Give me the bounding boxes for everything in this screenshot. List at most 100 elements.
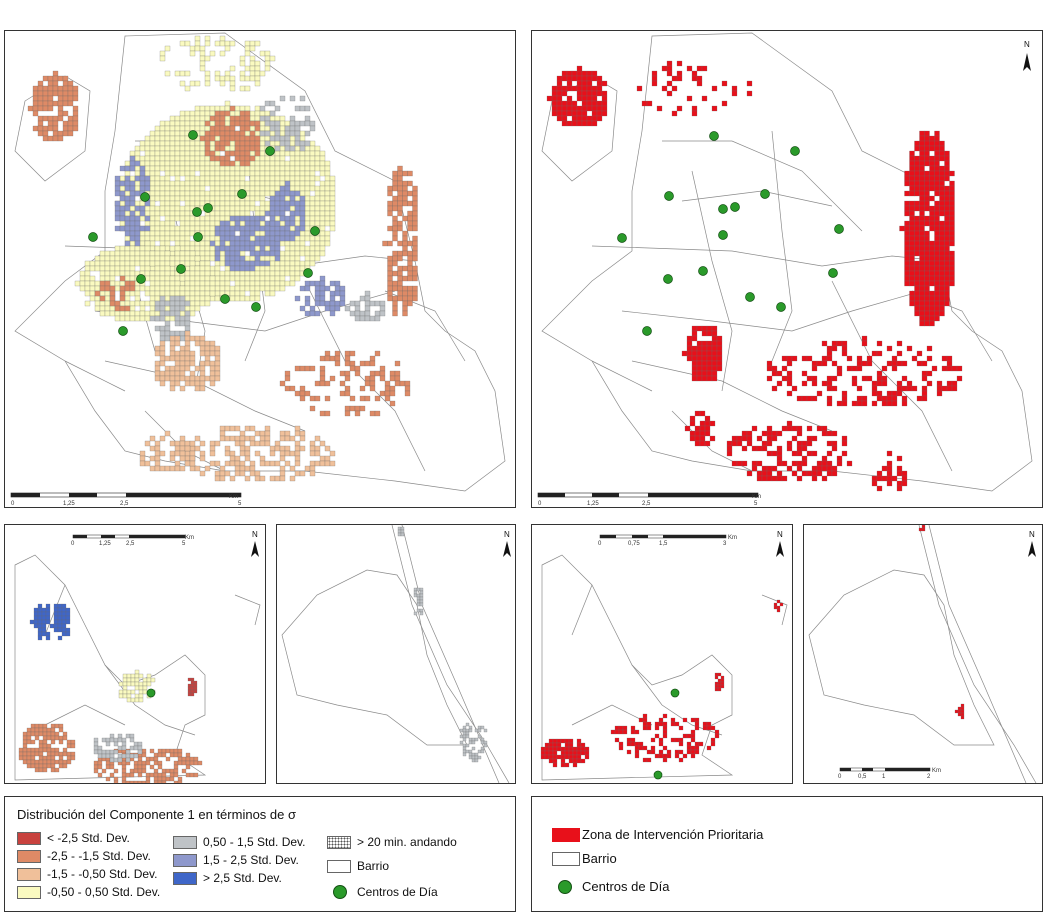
grid-cell [154,300,161,307]
grid-cell [119,185,126,192]
grid-cell [354,315,361,322]
grid-cell [57,100,64,107]
zip-cell [548,742,554,748]
grid-cell [164,335,171,342]
grid-cell [159,360,166,367]
zip-cell [704,415,711,422]
grid-cell [279,215,286,222]
grid-cell [179,225,186,232]
grid-cell [214,250,221,257]
grid-cell [304,225,311,232]
zip-cell [806,450,813,457]
grid-cell [184,290,191,297]
zip-cell [821,360,828,367]
grid-cell [294,270,301,277]
grid-cell [269,445,276,452]
grid-cell [129,165,136,172]
zip-cell [924,270,930,277]
zip-cell [934,300,940,307]
zip-cell [919,195,925,202]
grid-cell [149,455,156,462]
grid-cell [279,130,286,137]
zip-cell [786,370,793,377]
legend-left: Distribución del Componente 1 en término… [4,796,516,912]
grid-cell [149,185,156,192]
grid-cell [174,125,181,132]
grid-cell [129,175,136,182]
grid-cell [184,375,191,382]
grid-cell [239,260,246,267]
grid-cell [174,295,181,302]
grid-cell [164,320,171,327]
zip-cell [914,305,920,312]
grid-cell [329,310,336,317]
grid-cell [104,250,111,257]
grid-cell [189,460,196,467]
grid-cell [224,270,231,277]
grid-cell [254,105,261,112]
zip-cell [946,365,953,372]
grid-cell [169,380,176,387]
grid-cell [138,697,144,703]
grid-cell [239,430,246,437]
grid-cell [185,772,191,778]
grid-cell [46,731,52,737]
grid-cell [105,764,111,770]
grid-cell [379,375,386,382]
grid-cell [93,760,99,766]
grid-cell [169,250,176,257]
grid-cell [199,375,206,382]
grid-cell [214,75,221,82]
grid-cell [392,235,398,242]
grid-cell [149,250,156,257]
zip-cell [552,762,558,768]
grid-cell [149,748,155,754]
grid-cell [38,747,44,753]
zip-cell [711,330,718,337]
grid-cell [224,245,231,252]
zip-cell [826,355,833,362]
zip-cell [914,265,920,272]
grid-cell [299,390,306,397]
grid-cell [239,240,246,247]
grid-cell [179,215,186,222]
zip-cell [568,754,574,760]
grid-cell [402,300,408,307]
grid-cell [284,135,291,142]
grid-cell [154,345,161,352]
grid-cell [129,230,136,237]
zip-cell [811,470,818,477]
zip-cell [561,105,568,112]
grid-cell [209,350,216,357]
zona-intervencion-cells [540,599,784,768]
grid-cell [324,200,331,207]
grid-cell [209,105,216,112]
grid-cell [169,350,176,357]
zip-cell [886,465,893,472]
zip-cell [906,380,913,387]
grid-cell [164,325,171,332]
zip-cell [821,425,828,432]
zip-cell [904,205,910,212]
grid-cell [234,260,241,267]
grid-cell [154,210,161,217]
grid-cell [239,450,246,457]
zip-cell [949,205,955,212]
grid-cell [299,215,306,222]
grid-cell [174,195,181,202]
grid-cell [149,280,156,287]
zip-cell [544,746,550,752]
grid-cell [234,165,241,172]
grid-cell [234,455,241,462]
grid-cell [259,165,266,172]
grid-cell [122,689,128,695]
svg-text:N: N [777,530,783,539]
grid-cell [394,370,401,377]
zip-cell [689,435,696,442]
north-arrow-icon: N [1023,40,1031,71]
grid-cell [269,220,276,227]
grid-cell [274,240,281,247]
grid-cell [169,130,176,137]
zip-cell [901,360,908,367]
zip-cell [924,230,930,237]
